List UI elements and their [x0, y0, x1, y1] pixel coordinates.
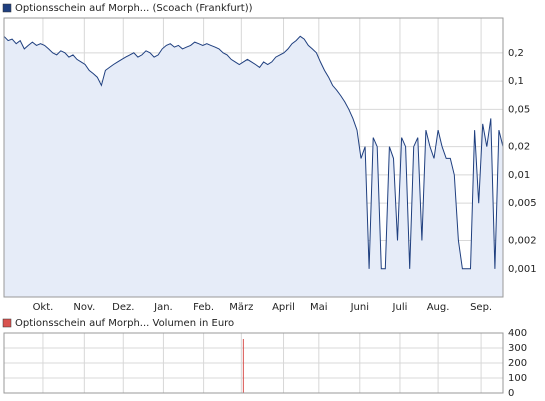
x-tick-label: Aug. — [427, 302, 450, 313]
x-tick-label: März — [229, 302, 253, 313]
y-tick-label: 0,005 — [508, 198, 537, 209]
x-tick-label: Mai — [310, 302, 328, 313]
y-tick-label: 400 — [508, 328, 527, 339]
x-tick-label: Juli — [392, 302, 408, 313]
y-tick-label: 0,02 — [508, 142, 530, 153]
y-tick-label: 100 — [508, 373, 527, 384]
x-tick-label: Jan. — [153, 302, 173, 313]
y-tick-label: 0,001 — [508, 264, 537, 275]
y-tick-label: 0 — [508, 388, 514, 399]
y-tick-label: 300 — [508, 343, 527, 354]
x-tick-label: Feb. — [193, 302, 214, 313]
x-tick-label: Sep. — [470, 302, 492, 313]
plot-border — [3, 332, 504, 394]
legend-label: Optionsschein auf Morph... Volumen in Eu… — [15, 318, 234, 329]
y-tick-label: 200 — [508, 358, 527, 369]
line — [3, 35, 504, 270]
x-tick-label: Dez. — [112, 302, 134, 313]
legend-label: Optionsschein auf Morph... (Scoach (Fran… — [15, 3, 253, 14]
bar — [242, 339, 244, 393]
y-tick-label: 0,2 — [508, 48, 524, 59]
y-tick-label: 0,05 — [508, 104, 530, 115]
y-tick-label: 0,002 — [508, 236, 537, 247]
legend-swatch — [2, 318, 12, 328]
legend-swatch — [2, 3, 12, 13]
x-tick-label: Nov. — [73, 302, 95, 313]
area — [4, 36, 503, 298]
y-tick-label: 0,01 — [508, 170, 530, 181]
x-tick-label: Okt. — [33, 302, 54, 313]
plot-border — [3, 17, 504, 298]
x-tick-label: Juni — [350, 302, 369, 313]
y-tick-label: 0,1 — [508, 76, 524, 87]
x-tick-label: April — [272, 302, 295, 313]
